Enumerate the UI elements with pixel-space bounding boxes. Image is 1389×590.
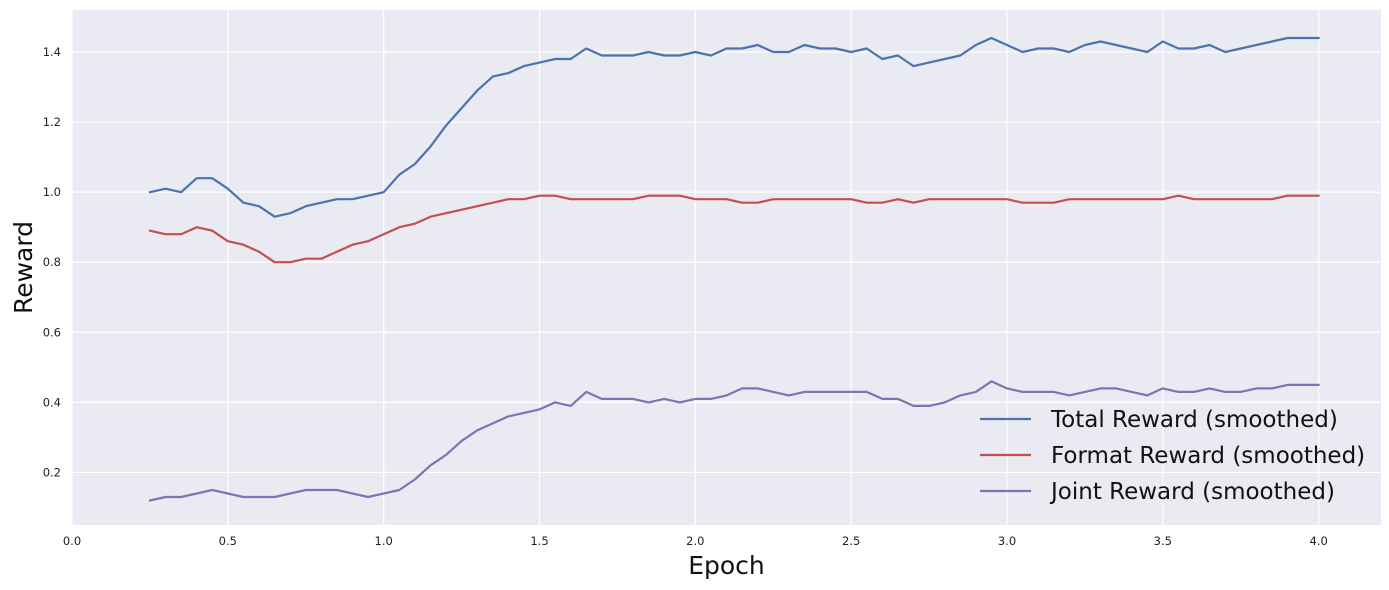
y-tick-label: 0.4	[43, 395, 61, 409]
x-tick-labels: 0.0 0.5 1.0 1.5 2.0 2.5 3.0 3.5 4.0	[63, 534, 1328, 548]
x-tick-label: 0.5	[219, 534, 237, 548]
series-lines	[148, 36, 1320, 502]
x-tick-label: 2.0	[686, 534, 704, 548]
legend-label: Total Reward (smoothed)	[1050, 407, 1338, 433]
legend: Total Reward (smoothed) Format Reward (sm…	[980, 407, 1365, 505]
y-tick-label: 0.6	[43, 325, 61, 339]
y-tick-label: 0.2	[43, 465, 61, 479]
y-tick-labels: 0.2 0.4 0.6 0.8 1.0 1.2 1.4	[43, 45, 61, 479]
y-tick-label: 1.4	[43, 45, 61, 59]
legend-label: Joint Reward (smoothed)	[1049, 479, 1335, 505]
y-tick-label: 1.2	[43, 115, 61, 129]
x-tick-label: 4.0	[1310, 534, 1328, 548]
legend-label: Format Reward (smoothed)	[1051, 443, 1365, 469]
y-tick-label: 0.8	[43, 255, 61, 269]
grid-lines	[71, 10, 1381, 525]
series-line-2	[148, 380, 1320, 502]
x-axis-title: Epoch	[688, 551, 765, 580]
y-axis-title: Reward	[9, 221, 38, 314]
x-tick-label: 2.5	[842, 534, 860, 548]
x-tick-label: 3.5	[1154, 534, 1172, 548]
x-tick-label: 1.0	[375, 534, 393, 548]
x-tick-label: 0.0	[63, 534, 81, 548]
y-tick-label: 1.0	[43, 185, 61, 199]
series-line-1	[148, 194, 1320, 264]
x-tick-label: 3.0	[998, 534, 1016, 548]
x-tick-label: 1.5	[530, 534, 548, 548]
series-line-0	[148, 36, 1320, 218]
